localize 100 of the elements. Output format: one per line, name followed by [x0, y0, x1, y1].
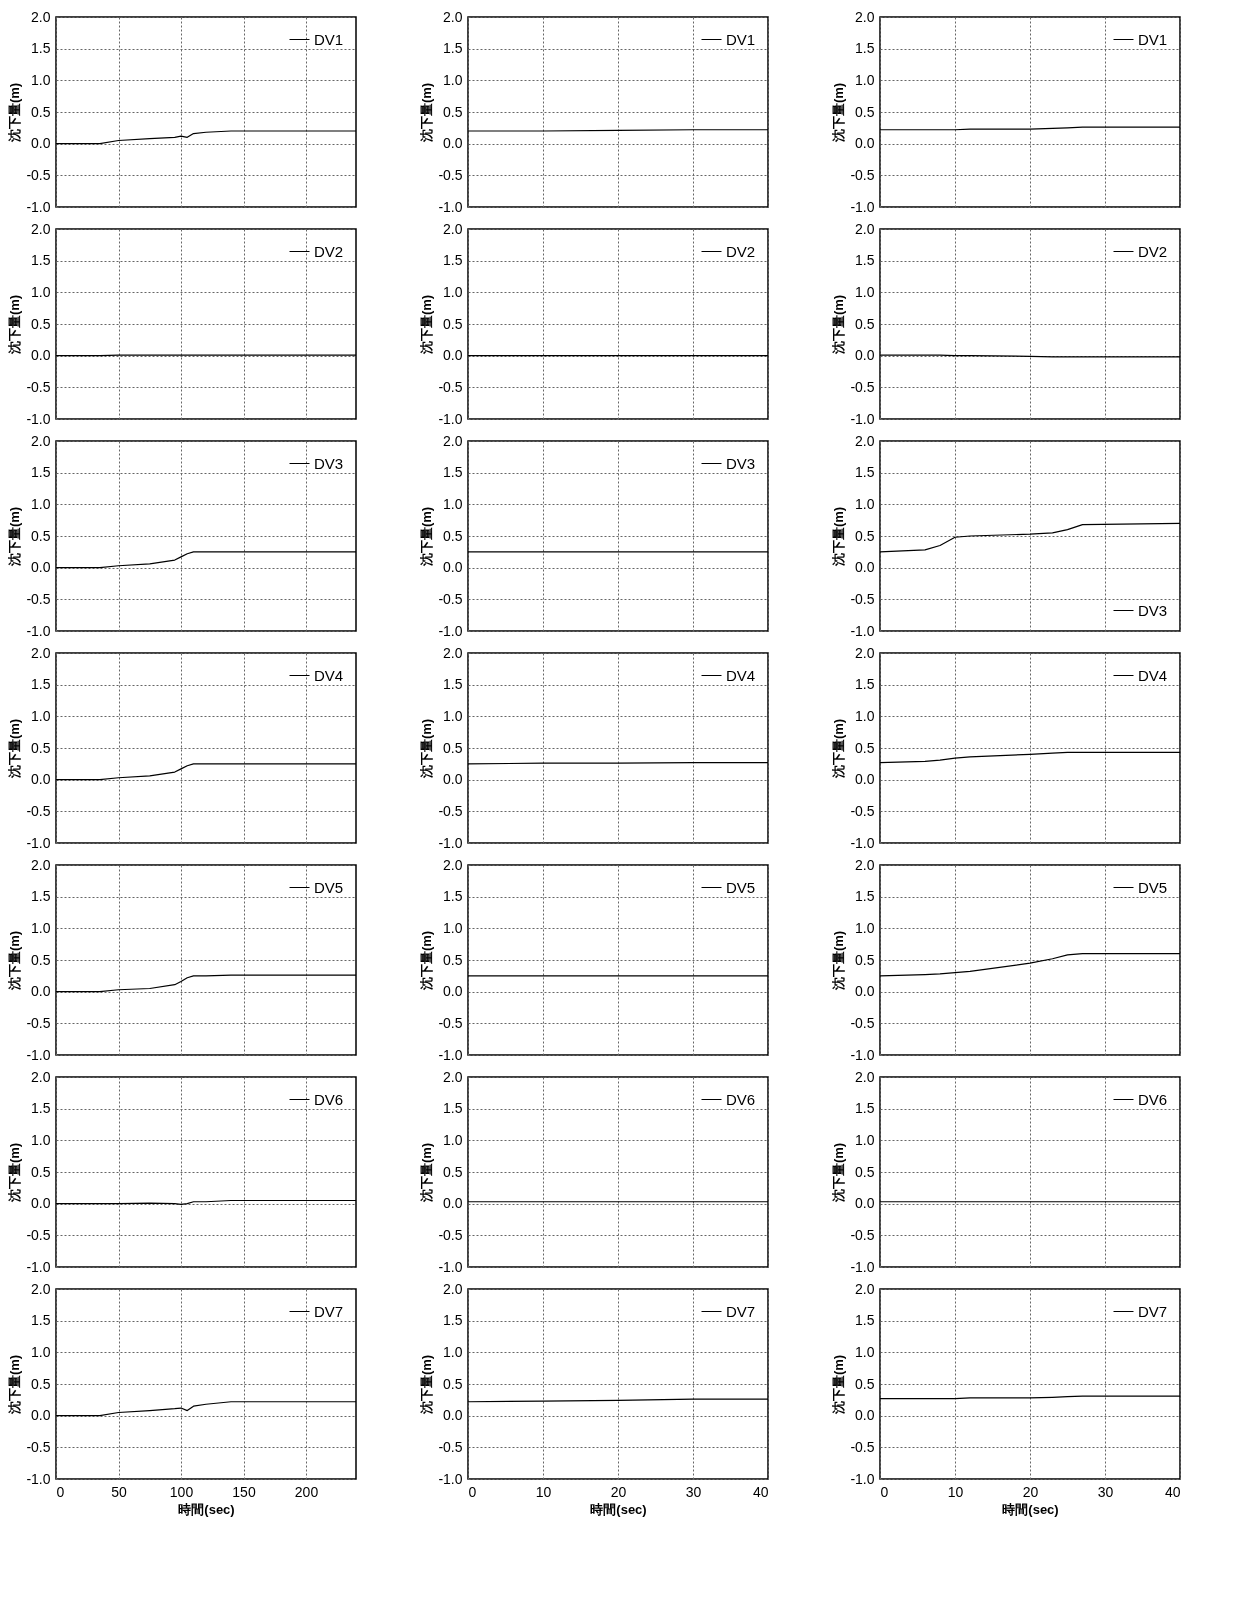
y-tick-label: 1.0 — [443, 71, 463, 88]
y-axis-title: 沈下量(m) — [831, 1354, 847, 1416]
y-tick-label: 1.5 — [31, 888, 51, 905]
y-tick-label: -1.0 — [438, 410, 463, 427]
y-tick-label: -0.5 — [850, 1014, 875, 1031]
y-tick-label: 0.5 — [443, 315, 463, 332]
y-tick-label: 2.0 — [443, 432, 463, 449]
y-tick-label: 0.0 — [855, 347, 875, 364]
y-tick-label: 2.0 — [443, 856, 463, 873]
legend-label: DV5 — [314, 878, 344, 896]
y-tick-label: 1.5 — [443, 464, 463, 481]
y-tick-label: -1.0 — [26, 1046, 51, 1063]
y-tick-label: 1.0 — [855, 919, 875, 936]
y-tick-label: 1.0 — [31, 495, 51, 512]
y-tick-label: 2.0 — [31, 1068, 51, 1085]
y-tick-label: 0.5 — [443, 951, 463, 968]
y-tick-label: -1.0 — [850, 198, 875, 215]
y-tick-label: 2.0 — [855, 644, 875, 661]
y-axis-title: 沈下量(m) — [419, 930, 435, 992]
y-tick-label: 0.0 — [31, 1195, 51, 1212]
y-tick-label: 0.5 — [31, 103, 51, 120]
y-axis-title: 沈下量(m) — [7, 1354, 23, 1416]
legend-label: DV5 — [1138, 878, 1168, 896]
y-axis-title: 沈下量(m) — [831, 718, 847, 780]
y-tick-label: -0.5 — [438, 802, 463, 819]
y-tick-label: 2.0 — [31, 644, 51, 661]
legend-label: DV2 — [726, 242, 756, 260]
y-tick-label: 1.0 — [855, 283, 875, 300]
y-tick-label: 0.0 — [31, 983, 51, 1000]
y-tick-label: 0.0 — [443, 771, 463, 788]
y-tick-label: 1.0 — [443, 707, 463, 724]
y-tick-label: 0.0 — [855, 983, 875, 1000]
x-tick-label: 30 — [685, 1483, 702, 1500]
y-tick-label: 0.5 — [443, 739, 463, 756]
legend-label: DV3 — [314, 454, 344, 472]
y-tick-label: 1.0 — [855, 71, 875, 88]
y-axis-title: 沈下量(m) — [831, 506, 847, 568]
y-tick-label: 2.0 — [443, 8, 463, 25]
y-tick-label: 2.0 — [31, 1280, 51, 1297]
y-axis-title: 沈下量(m) — [7, 930, 23, 992]
y-tick-label: 0.0 — [443, 983, 463, 1000]
y-tick-label: -1.0 — [26, 834, 51, 851]
x-tick-label: 150 — [232, 1483, 256, 1500]
legend-label: DV1 — [726, 30, 756, 48]
y-tick-label: 2.0 — [31, 8, 51, 25]
y-tick-label: -0.5 — [438, 1438, 463, 1455]
y-tick-label: 0.0 — [443, 135, 463, 152]
legend-label: DV2 — [314, 242, 344, 260]
y-tick-label: 1.5 — [855, 1100, 875, 1117]
x-tick-label: 30 — [1097, 1483, 1114, 1500]
y-tick-label: 0.5 — [31, 951, 51, 968]
y-tick-label: 0.0 — [31, 559, 51, 576]
legend-label: DV7 — [314, 1302, 344, 1320]
x-tick-label: 10 — [535, 1483, 552, 1500]
y-tick-label: 0.0 — [855, 1195, 875, 1212]
y-tick-label: 0.5 — [31, 739, 51, 756]
legend-label: DV7 — [1138, 1302, 1168, 1320]
y-tick-label: 1.5 — [855, 888, 875, 905]
y-tick-label: 0.0 — [443, 347, 463, 364]
y-tick-label: 1.0 — [31, 1131, 51, 1148]
y-tick-label: 2.0 — [443, 644, 463, 661]
y-tick-label: 0.5 — [855, 103, 875, 120]
y-tick-label: -0.5 — [850, 166, 875, 183]
y-tick-label: 1.5 — [31, 1312, 51, 1329]
y-tick-label: -1.0 — [850, 1046, 875, 1063]
y-tick-label: 1.0 — [31, 283, 51, 300]
y-tick-label: -1.0 — [850, 410, 875, 427]
legend-label: DV6 — [314, 1090, 344, 1108]
y-axis-title: 沈下量(m) — [419, 82, 435, 144]
y-tick-label: 0.0 — [31, 347, 51, 364]
y-tick-label: 0.5 — [31, 1163, 51, 1180]
y-tick-label: 0.0 — [855, 135, 875, 152]
y-axis-title: 沈下量(m) — [7, 294, 23, 356]
x-tick-label: 20 — [1022, 1483, 1039, 1500]
y-tick-label: -0.5 — [26, 166, 51, 183]
y-tick-label: 1.5 — [443, 1100, 463, 1117]
y-axis-title: 沈下量(m) — [419, 718, 435, 780]
legend-label: DV3 — [726, 454, 756, 472]
y-tick-label: -0.5 — [438, 590, 463, 607]
legend-label: DV1 — [1138, 30, 1168, 48]
x-tick-label: 40 — [752, 1483, 769, 1500]
y-tick-label: -0.5 — [438, 166, 463, 183]
y-axis-title: 沈下量(m) — [419, 506, 435, 568]
y-tick-label: 1.0 — [855, 495, 875, 512]
y-tick-label: -0.5 — [850, 802, 875, 819]
legend-label: DV4 — [314, 666, 344, 684]
y-tick-label: 2.0 — [31, 856, 51, 873]
y-tick-label: 0.0 — [855, 771, 875, 788]
y-tick-label: -1.0 — [26, 622, 51, 639]
y-tick-label: -1.0 — [438, 1258, 463, 1275]
legend-label: DV3 — [1138, 601, 1168, 619]
legend-label: DV5 — [726, 878, 756, 896]
legend-label: DV7 — [726, 1302, 756, 1320]
x-tick-label: 0 — [468, 1483, 477, 1500]
y-tick-label: 0.5 — [443, 527, 463, 544]
y-tick-label: 1.5 — [31, 464, 51, 481]
y-tick-label: -0.5 — [850, 1438, 875, 1455]
y-tick-label: 1.5 — [31, 676, 51, 693]
y-tick-label: 0.0 — [443, 1195, 463, 1212]
x-tick-label: 40 — [1164, 1483, 1181, 1500]
